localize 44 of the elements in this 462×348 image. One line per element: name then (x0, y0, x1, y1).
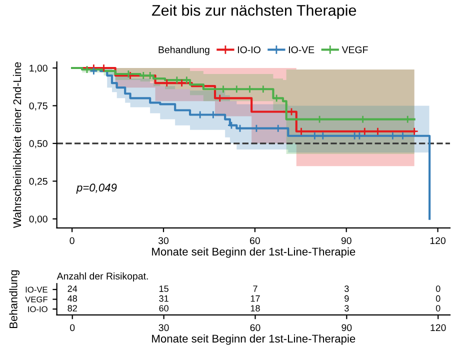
legend-label: VEGF (342, 46, 368, 54)
y-tick-label: 0,50 (29, 140, 48, 148)
x-tick-label: 60 (250, 237, 260, 244)
data-label: 17 (250, 295, 260, 302)
data-label: 82 (68, 305, 77, 312)
chart-title: Zeit bis zur nächsten Therapie (152, 4, 356, 19)
legend-title: Behandlung (158, 46, 210, 56)
data-label: 15 (159, 286, 168, 292)
y-tick-label: IO-VE (26, 286, 48, 293)
x-tick-label: 90 (341, 237, 352, 244)
y-tick-label: 0,75 (29, 102, 48, 110)
legend-label: IO-VE (289, 46, 314, 54)
data-label: 0 (436, 305, 440, 312)
data-label: 48 (68, 295, 77, 302)
x-tick-label: 60 (250, 324, 260, 332)
chart-title: Anzahl der Risikopat. (56, 272, 148, 282)
data-label: 60 (159, 305, 168, 312)
annotation: p=0,049 (76, 184, 117, 194)
data-label: 24 (68, 286, 78, 292)
data-label: 31 (159, 295, 168, 302)
x-tick-label: 120 (430, 324, 446, 332)
legend-label: IO-IO (238, 46, 260, 54)
x-tick-label: 0 (70, 237, 74, 244)
x-tick-label: 90 (342, 324, 352, 332)
x-axis-title: Monate seit Beginn der 1st-Line-Therapie (152, 247, 356, 258)
data-label: 0 (436, 286, 440, 292)
data-label: 7 (253, 286, 258, 292)
x-tick-label: 0 (70, 324, 75, 332)
y-tick-label: 1,00 (30, 64, 48, 73)
data-label: 9 (344, 295, 349, 302)
x-tick-label: 120 (430, 237, 446, 244)
data-label: 3 (344, 286, 349, 292)
y-tick-label: IO-IO (28, 306, 48, 312)
y-tick-label: VEGF (25, 296, 48, 302)
y-tick-label: 0,25 (29, 178, 48, 186)
data-label: 0 (436, 295, 440, 302)
y-axis-title: Wahrscheinlichkeit einer 2nd-Line (12, 62, 22, 228)
x-tick-label: 30 (158, 324, 169, 332)
data-label: 3 (344, 305, 349, 312)
x-tick-label: 30 (158, 237, 169, 244)
y-axis-title: Behandlung (9, 270, 20, 328)
data-label: 18 (250, 305, 260, 312)
x-axis-title: Monate seit Beginn der 1st-Line-Therapie (152, 334, 356, 345)
y-tick-label: 0,00 (29, 216, 48, 224)
